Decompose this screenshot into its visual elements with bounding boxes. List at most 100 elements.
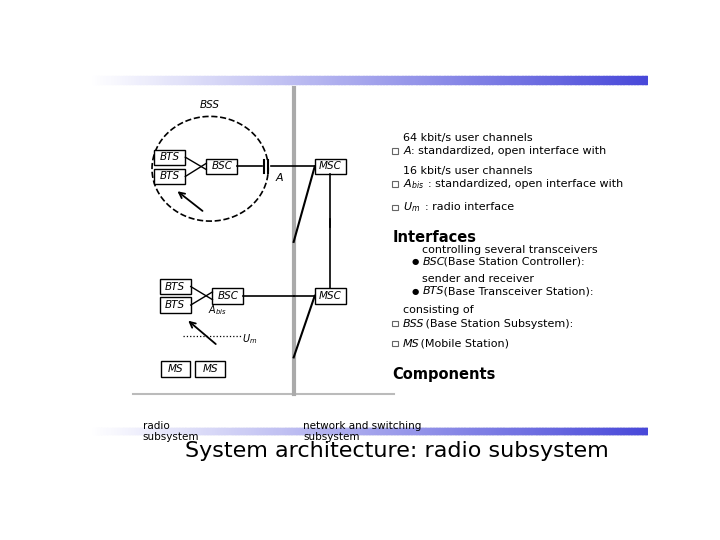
Text: $U_m$: $U_m$ [403, 200, 420, 214]
Bar [562, 76, 565, 84]
Bar [431, 76, 434, 84]
Text: A: A [403, 146, 410, 156]
Bar [534, 76, 537, 84]
Bar [151, 428, 155, 434]
Bar [523, 428, 526, 434]
Bar [498, 428, 503, 434]
Bar [615, 428, 618, 434]
Bar [168, 428, 174, 434]
Bar [405, 428, 409, 434]
Bar [400, 428, 403, 434]
Bar [572, 428, 576, 434]
Bar [520, 76, 523, 84]
Bar [564, 428, 568, 434]
Bar [408, 428, 413, 434]
Bar [319, 428, 323, 434]
Bar [629, 76, 632, 84]
Bar [486, 428, 492, 434]
Bar [327, 76, 330, 84]
Bar [411, 76, 415, 84]
Bar [606, 428, 610, 434]
Bar [620, 428, 624, 434]
Bar [545, 76, 549, 84]
Bar [213, 428, 216, 434]
Bar [372, 428, 375, 434]
Bar [431, 428, 436, 434]
Bar [307, 428, 311, 434]
Bar [238, 428, 241, 434]
Bar [603, 76, 607, 84]
Text: consisting of: consisting of [403, 305, 474, 315]
Bar [416, 428, 420, 434]
Text: MS: MS [168, 364, 183, 374]
Bar [575, 428, 581, 434]
Bar [252, 428, 258, 434]
Bar [626, 428, 629, 434]
Bar [486, 76, 490, 84]
Bar [419, 428, 425, 434]
Text: $A_{bis}$: $A_{bis}$ [208, 303, 227, 316]
Bar [637, 76, 640, 84]
Bar [190, 76, 194, 84]
Bar [341, 428, 347, 434]
Bar [564, 76, 568, 84]
Bar [545, 428, 549, 434]
Bar [467, 76, 470, 84]
Bar [456, 76, 459, 84]
Bar [447, 76, 451, 84]
Bar [492, 76, 495, 84]
Bar [438, 76, 442, 84]
Bar [190, 428, 194, 434]
Bar [196, 76, 199, 84]
Text: 16 kbit/s user channels: 16 kbit/s user channels [403, 166, 533, 176]
Bar [319, 76, 323, 84]
Bar [266, 428, 269, 434]
Bar [634, 76, 638, 84]
Bar [514, 428, 518, 434]
Bar [227, 76, 230, 84]
Bar [115, 76, 119, 84]
Bar [277, 428, 281, 434]
Bar [182, 428, 186, 434]
Bar [263, 428, 269, 434]
Bar [372, 76, 375, 84]
Bar [145, 428, 151, 434]
Bar [238, 76, 241, 84]
Bar [204, 428, 208, 434]
Bar [542, 428, 548, 434]
Bar [246, 76, 250, 84]
Bar [347, 76, 350, 84]
Bar [550, 428, 554, 434]
Bar [617, 76, 621, 84]
Bar [333, 428, 336, 434]
Bar [252, 428, 256, 434]
Bar [274, 428, 279, 434]
Bar [508, 428, 514, 434]
Text: (Base Station Controller):: (Base Station Controller): [439, 257, 584, 267]
Bar [93, 76, 96, 84]
Bar [587, 428, 593, 434]
Bar [489, 76, 492, 84]
Bar [330, 428, 336, 434]
Bar [553, 428, 557, 434]
Bar [402, 428, 408, 434]
Bar [593, 76, 595, 84]
Bar [469, 428, 475, 434]
Bar [639, 76, 643, 84]
Text: 64 kbit/s user channels: 64 kbit/s user channels [403, 133, 533, 143]
Bar [302, 428, 307, 434]
Bar [302, 428, 305, 434]
Bar [486, 428, 490, 434]
Bar [547, 76, 551, 84]
Bar [392, 428, 395, 434]
Bar [324, 76, 328, 84]
Bar [93, 428, 96, 434]
Bar [124, 428, 127, 434]
Bar [168, 428, 171, 434]
Bar [206, 159, 238, 174]
Bar [260, 428, 264, 434]
Bar [330, 428, 333, 434]
Bar [411, 428, 415, 434]
Bar [168, 76, 171, 84]
Bar [481, 428, 486, 434]
